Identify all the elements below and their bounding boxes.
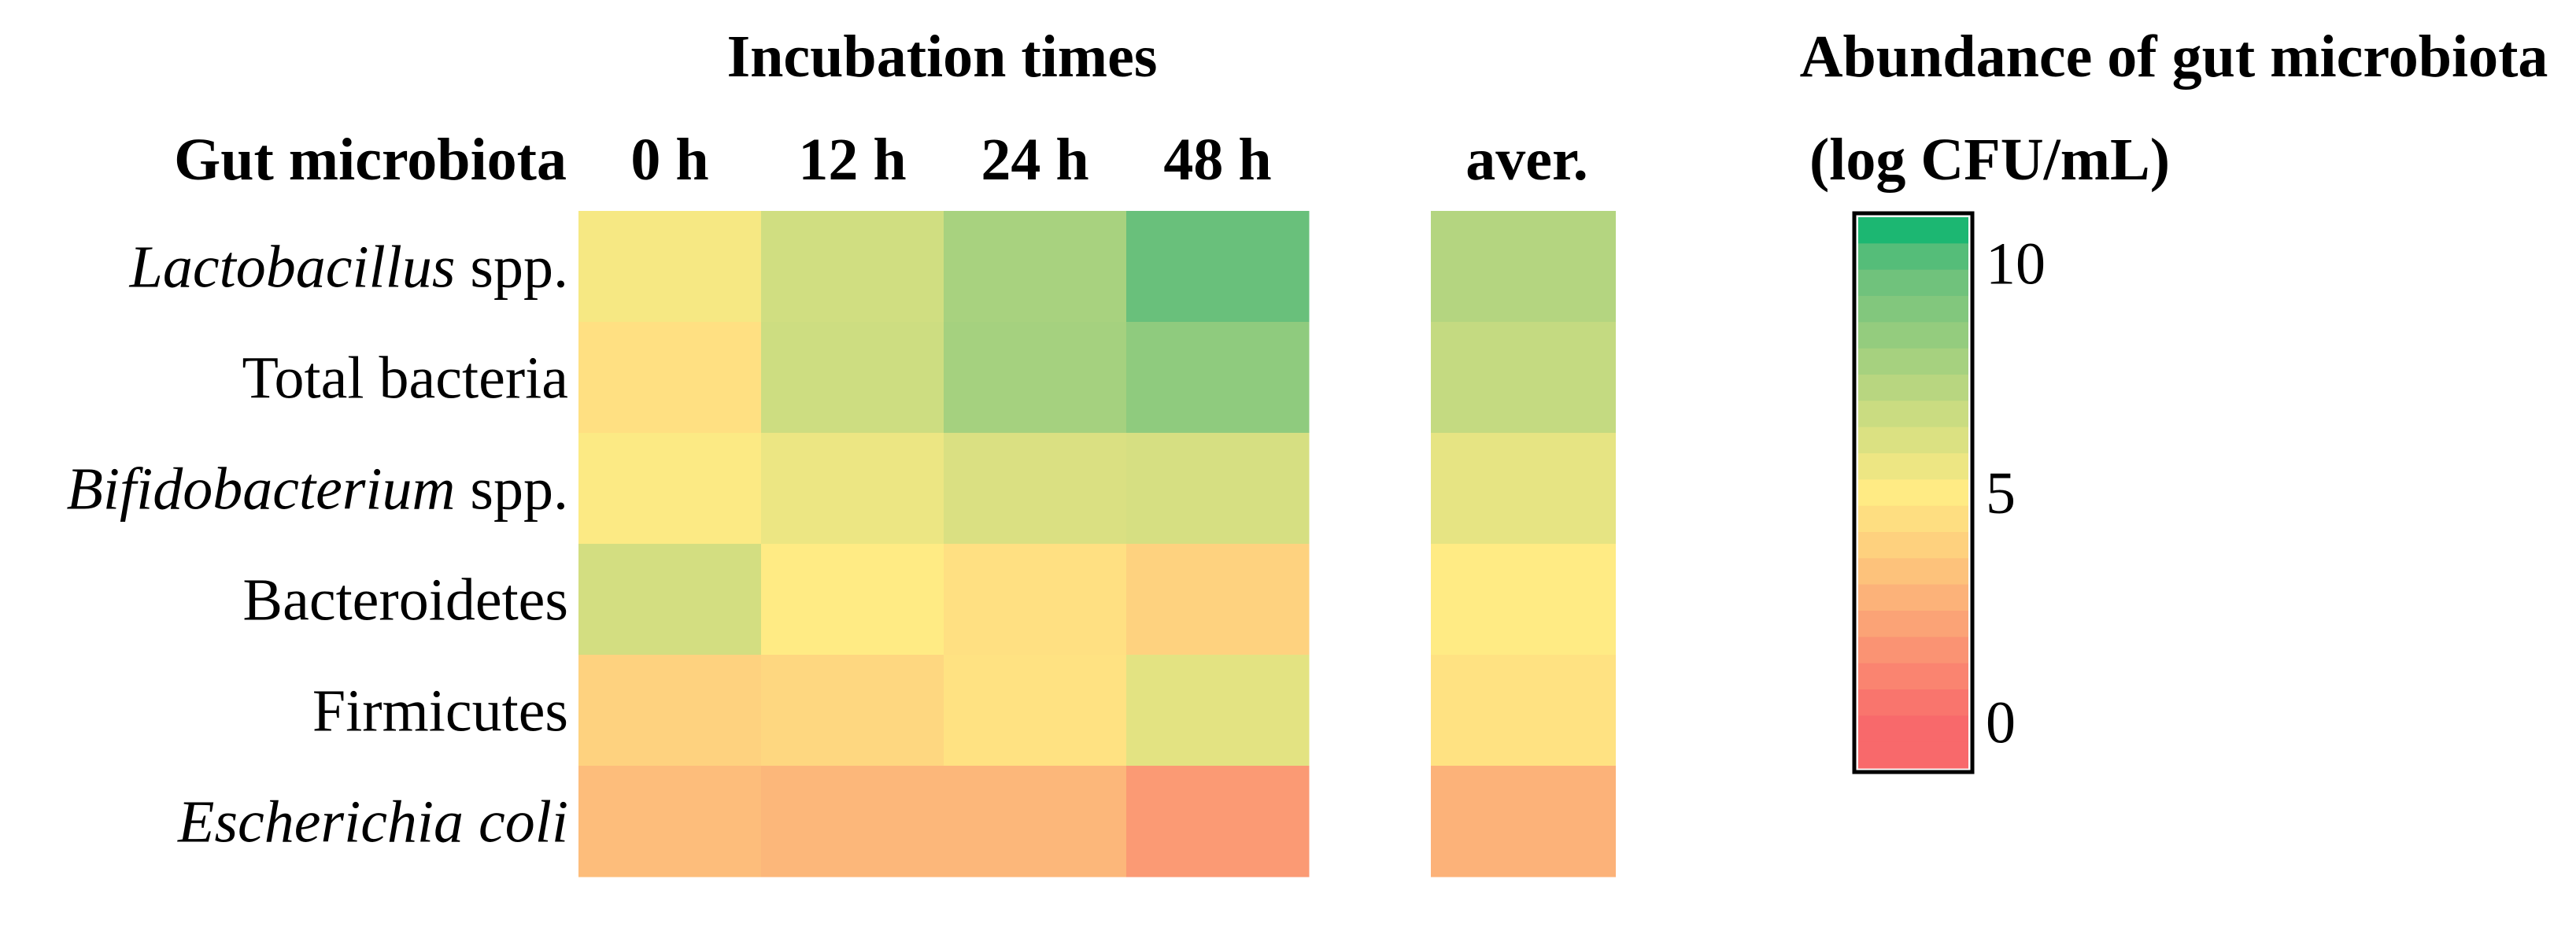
colorbar-segment: [1858, 453, 1968, 480]
heatmap-cell: [944, 544, 1127, 656]
heatmap-cell: [578, 766, 762, 877]
colorbar-segment: [1858, 741, 1968, 769]
colorbar-segment: [1858, 558, 1968, 586]
heatmap-cell: [578, 211, 762, 323]
colorbar-segment: [1858, 715, 1968, 743]
column-header: 12 h: [798, 127, 906, 193]
average-column-header: aver.: [1465, 127, 1588, 193]
heatmap-cell: [1126, 433, 1310, 545]
colorbar-segment: [1858, 479, 1968, 507]
colorbar-segment: [1858, 296, 1968, 323]
average-cell: [1431, 766, 1616, 877]
heatmap-cell: [578, 544, 762, 656]
colorbar-segment: [1858, 243, 1968, 271]
colorbar-segment: [1858, 689, 1968, 716]
column-header: 48 h: [1163, 127, 1271, 193]
average-cell: [1431, 544, 1616, 656]
colorbar-title-line1: Abundance of gut microbiota: [1800, 24, 2548, 90]
colorbar-tick-label: 0: [1986, 690, 2016, 756]
heatmap-cell: [1126, 655, 1310, 767]
colorbar-segment: [1858, 532, 1968, 559]
colorbar-segment: [1858, 217, 1968, 244]
average-cell: [1431, 655, 1616, 767]
average-cells: [1431, 211, 1616, 877]
heatmap-cell: [578, 322, 762, 434]
row-header: Gut microbiota: [174, 127, 567, 193]
heatmap-cell: [1126, 766, 1310, 877]
average-cell: [1431, 211, 1616, 323]
heatmap-cell: [944, 766, 1127, 877]
colorbar-frame: [1852, 211, 1975, 774]
colorbar-tick-label: 10: [1986, 231, 2046, 297]
column-headers: 0 h 12 h 24 h 48 h: [630, 127, 1271, 193]
average-cell: [1431, 433, 1616, 545]
heatmap-cell: [944, 655, 1127, 767]
row-label: Firmicutes: [312, 678, 568, 744]
heatmap-cells: [578, 211, 1310, 877]
heatmap-cell: [761, 322, 944, 434]
colorbar-segment: [1858, 427, 1968, 454]
colorbar-segment: [1858, 269, 1968, 297]
average-cell: [1431, 322, 1616, 434]
row-label: Bacteroidetes: [242, 567, 568, 634]
heatmap-cell: [944, 322, 1127, 434]
colorbar-segment: [1858, 637, 1968, 664]
row-labels: Lactobacillus spp. Total bacteria Bifidoba…: [66, 235, 568, 855]
row-label: Escherichia coli: [177, 789, 568, 855]
colorbar-segment: [1858, 348, 1968, 375]
heatmap-cell: [761, 433, 944, 545]
row-label: Total bacteria: [242, 345, 568, 412]
colorbar-segment: [1858, 322, 1968, 349]
row-label: Lactobacillus spp.: [129, 235, 568, 301]
colorbar-segment: [1858, 505, 1968, 533]
colorbar-tick-label: 5: [1986, 460, 2016, 526]
heatmap-cell: [761, 544, 944, 656]
row-label: Bifidobacterium spp.: [66, 456, 568, 523]
heatmap-cell: [761, 655, 944, 767]
heatmap-cell: [1126, 211, 1310, 323]
column-header: 24 h: [981, 127, 1088, 193]
heatmap-cell: [1126, 322, 1310, 434]
heatmap-cell: [944, 211, 1127, 323]
colorbar: [1852, 211, 1975, 774]
colorbar-title-line2: (log CFU/mL): [1809, 127, 2170, 193]
heatmap-cell: [578, 655, 762, 767]
chart-title: Incubation times: [727, 24, 1158, 90]
heatmap-cell: [761, 766, 944, 877]
column-header: 0 h: [630, 127, 708, 193]
colorbar-ticks: 0 5 10: [1986, 231, 2046, 756]
heatmap-cell: [761, 211, 944, 323]
heatmap-cell: [1126, 544, 1310, 656]
colorbar-segment: [1858, 401, 1968, 428]
colorbar-segment: [1858, 611, 1968, 637]
colorbar-segment: [1858, 584, 1968, 611]
colorbar-segment: [1858, 663, 1968, 690]
heatmap-cell: [578, 433, 762, 545]
colorbar-segment: [1858, 375, 1968, 401]
heatmap-cell: [944, 433, 1127, 545]
